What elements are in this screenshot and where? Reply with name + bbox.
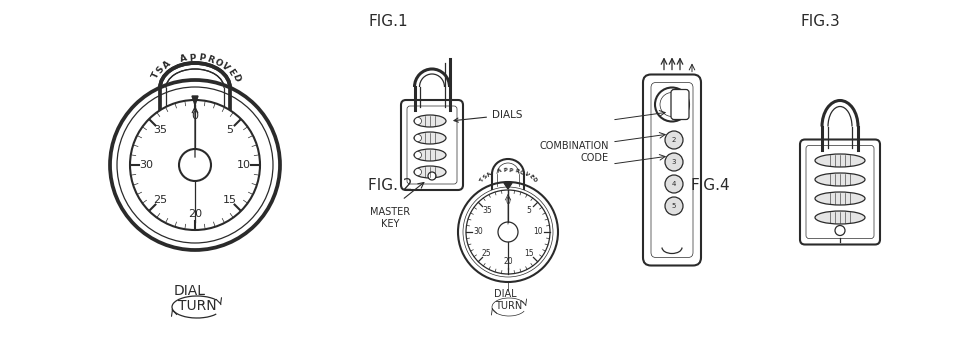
Circle shape	[415, 169, 421, 175]
Circle shape	[466, 190, 550, 274]
Text: 25: 25	[482, 249, 492, 258]
Text: P: P	[509, 168, 514, 173]
Text: V: V	[523, 171, 530, 178]
Text: DIAL: DIAL	[174, 284, 206, 298]
Text: 25: 25	[154, 194, 167, 205]
Text: 3: 3	[672, 159, 676, 165]
Text: 30: 30	[139, 160, 153, 170]
Text: FIG.1: FIG.1	[368, 15, 408, 30]
Text: 4: 4	[672, 181, 676, 187]
Ellipse shape	[414, 132, 446, 144]
Circle shape	[130, 100, 260, 230]
Ellipse shape	[815, 173, 865, 186]
Text: R: R	[205, 54, 215, 65]
FancyBboxPatch shape	[401, 100, 463, 190]
Text: 5: 5	[527, 206, 532, 215]
Circle shape	[498, 222, 518, 242]
Circle shape	[665, 197, 683, 215]
Text: V: V	[220, 61, 231, 72]
FancyBboxPatch shape	[800, 139, 880, 244]
Ellipse shape	[414, 166, 446, 178]
Text: 35: 35	[482, 206, 492, 215]
Circle shape	[665, 131, 683, 149]
Text: COMBINATION
CODE: COMBINATION CODE	[540, 141, 609, 163]
Text: 15: 15	[524, 249, 534, 258]
Text: A: A	[496, 168, 502, 174]
Circle shape	[415, 152, 421, 158]
Text: S: S	[156, 65, 166, 75]
Text: 30: 30	[473, 227, 483, 237]
Text: 10: 10	[237, 160, 251, 170]
Text: 10: 10	[533, 227, 542, 237]
Text: 35: 35	[154, 125, 167, 135]
Polygon shape	[504, 183, 512, 189]
Text: 2: 2	[672, 137, 676, 143]
Text: FIG.4: FIG.4	[690, 177, 730, 192]
Circle shape	[428, 172, 436, 180]
Text: E: E	[226, 67, 237, 77]
Text: O: O	[518, 169, 525, 176]
Text: 15: 15	[223, 194, 237, 205]
Circle shape	[665, 175, 683, 193]
Circle shape	[415, 135, 421, 141]
Text: E: E	[527, 174, 534, 180]
Text: FIG.3: FIG.3	[800, 15, 840, 30]
Ellipse shape	[414, 149, 446, 161]
Text: FIG. 2: FIG. 2	[368, 177, 413, 192]
Ellipse shape	[414, 115, 446, 127]
Text: TURN: TURN	[178, 299, 216, 313]
Text: A: A	[487, 171, 492, 178]
FancyBboxPatch shape	[643, 74, 701, 266]
Text: T: T	[151, 70, 161, 80]
Text: DIALS: DIALS	[454, 110, 522, 122]
Circle shape	[458, 182, 558, 282]
Text: P: P	[503, 168, 508, 173]
Text: D: D	[530, 177, 537, 183]
Polygon shape	[158, 93, 232, 115]
Text: A: A	[179, 54, 188, 64]
Circle shape	[665, 153, 683, 171]
Ellipse shape	[815, 192, 865, 205]
Circle shape	[179, 149, 211, 181]
Text: DIAL: DIAL	[493, 289, 516, 299]
Text: MASTER
KEY: MASTER KEY	[370, 207, 410, 228]
Text: 5: 5	[672, 203, 676, 209]
Text: P: P	[189, 53, 196, 63]
Text: T: T	[480, 177, 486, 183]
Text: 20: 20	[503, 257, 513, 267]
Text: 0: 0	[506, 198, 511, 206]
FancyBboxPatch shape	[671, 89, 689, 119]
Circle shape	[655, 87, 689, 121]
Text: TURN: TURN	[495, 301, 522, 311]
Ellipse shape	[815, 211, 865, 224]
Text: 5: 5	[227, 125, 233, 135]
Ellipse shape	[815, 154, 865, 167]
Text: 0: 0	[191, 111, 199, 121]
Text: D: D	[229, 73, 241, 83]
Circle shape	[110, 80, 280, 250]
Text: O: O	[213, 57, 225, 69]
Text: 20: 20	[188, 209, 202, 219]
Circle shape	[660, 92, 684, 117]
Circle shape	[415, 118, 421, 124]
Polygon shape	[192, 96, 198, 105]
Text: S: S	[482, 174, 489, 180]
Text: R: R	[514, 168, 519, 174]
Text: P: P	[198, 53, 205, 63]
Text: A: A	[161, 59, 173, 71]
